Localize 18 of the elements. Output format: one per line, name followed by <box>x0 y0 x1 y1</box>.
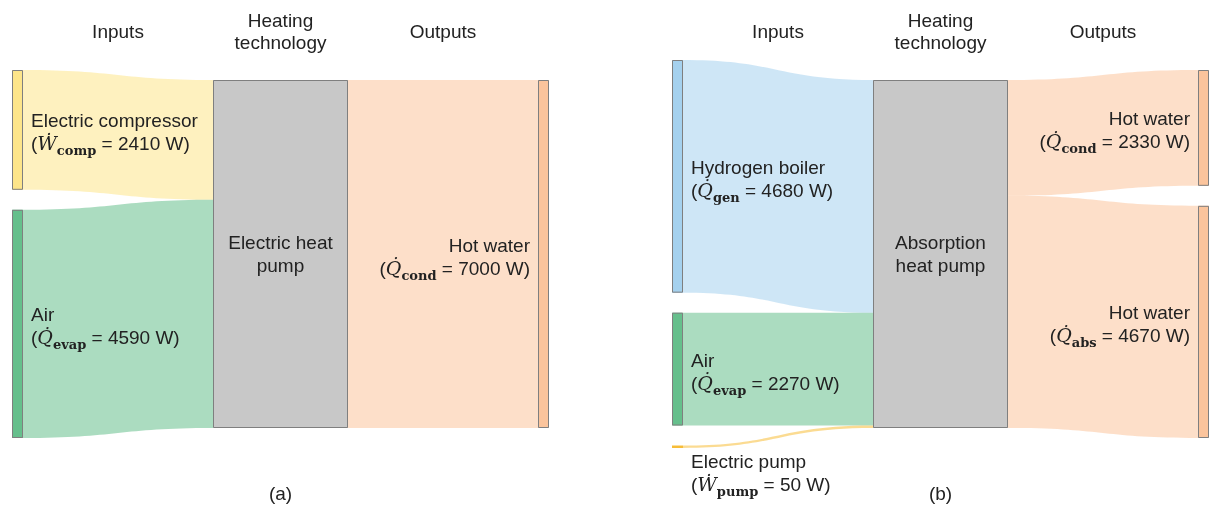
text: (a) <box>268 483 293 504</box>
text: (b) <box>928 483 953 504</box>
category-label: Heating technology <box>894 10 987 53</box>
category-label: Inputs <box>752 21 804 42</box>
series-label: Hot water <box>1108 302 1191 324</box>
series-label: Air <box>691 349 715 371</box>
text: Absorption heat pump <box>895 231 986 276</box>
category-label: Inputs <box>92 21 144 42</box>
legend-label: Electric pump <box>691 451 807 472</box>
category-label: Outputs <box>409 21 477 42</box>
series-label: Hot water <box>1108 108 1191 130</box>
category-label: Heating technology <box>234 10 327 53</box>
text: Electric heat pump <box>228 231 334 276</box>
series-label: Electric compressor <box>31 110 199 132</box>
category-label: Outputs <box>1069 21 1137 42</box>
series-label: Air <box>31 304 55 326</box>
series-label: Hot water <box>448 234 531 256</box>
series-label: Hydrogen boiler <box>691 156 826 178</box>
